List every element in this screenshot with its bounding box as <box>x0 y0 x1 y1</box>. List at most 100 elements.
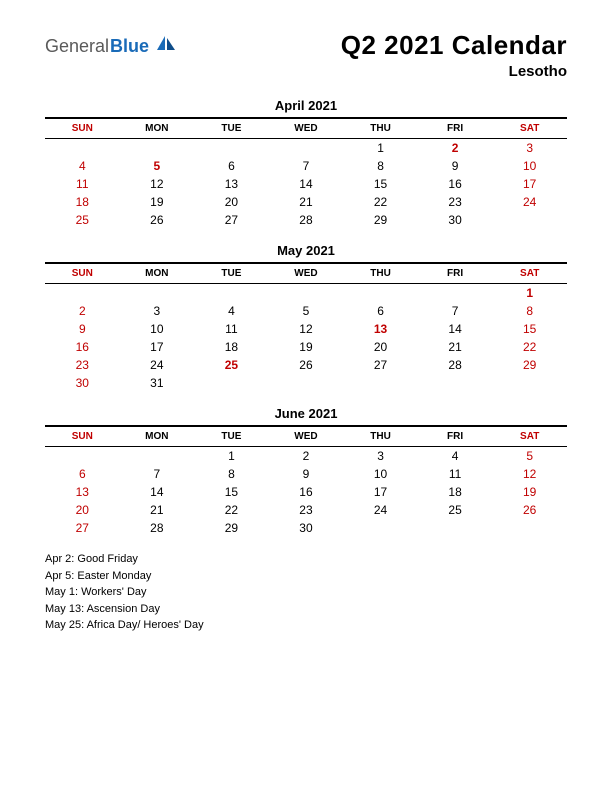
header: GeneralBlue Q2 2021 Calendar Lesotho <box>45 30 567 80</box>
day-cell: 2 <box>45 302 120 320</box>
day-cell: 30 <box>45 374 120 392</box>
day-cell: 26 <box>492 501 567 519</box>
day-cell <box>343 519 418 537</box>
table-row: 23242526272829 <box>45 356 567 374</box>
day-cell <box>343 374 418 392</box>
day-cell: 16 <box>418 175 493 193</box>
day-cell: 11 <box>194 320 269 338</box>
day-cell: 20 <box>343 338 418 356</box>
day-cell: 28 <box>120 519 195 537</box>
day-header: MON <box>120 118 195 139</box>
day-cell: 18 <box>194 338 269 356</box>
day-cell: 14 <box>269 175 344 193</box>
day-cell: 3 <box>343 447 418 466</box>
holiday-entry: May 13: Ascension Day <box>45 601 567 618</box>
day-cell: 16 <box>45 338 120 356</box>
day-cell <box>194 374 269 392</box>
day-cell <box>418 519 493 537</box>
day-cell: 6 <box>343 302 418 320</box>
day-header: TUE <box>194 118 269 139</box>
day-cell: 9 <box>269 465 344 483</box>
day-cell: 28 <box>269 211 344 229</box>
day-cell: 30 <box>418 211 493 229</box>
day-cell: 24 <box>120 356 195 374</box>
day-cell: 8 <box>492 302 567 320</box>
table-row: 123 <box>45 139 567 158</box>
day-header: WED <box>269 426 344 447</box>
day-cell: 23 <box>45 356 120 374</box>
day-cell: 28 <box>418 356 493 374</box>
day-header: THU <box>343 426 418 447</box>
day-cell: 29 <box>343 211 418 229</box>
day-cell: 25 <box>194 356 269 374</box>
day-cell <box>120 284 195 303</box>
day-cell: 18 <box>45 193 120 211</box>
table-row: 2345678 <box>45 302 567 320</box>
table-row: 3031 <box>45 374 567 392</box>
logo-text: GeneralBlue <box>45 36 149 57</box>
table-row: 20212223242526 <box>45 501 567 519</box>
day-cell <box>418 374 493 392</box>
day-cell: 6 <box>194 157 269 175</box>
day-header: THU <box>343 118 418 139</box>
month-section: May 2021SUNMONTUEWEDTHUFRISAT12345678910… <box>45 243 567 392</box>
day-cell: 5 <box>120 157 195 175</box>
table-row: 1 <box>45 284 567 303</box>
holiday-entry: Apr 5: Easter Monday <box>45 568 567 585</box>
day-cell: 10 <box>120 320 195 338</box>
day-cell: 8 <box>194 465 269 483</box>
day-cell <box>492 519 567 537</box>
day-cell: 22 <box>492 338 567 356</box>
table-row: 16171819202122 <box>45 338 567 356</box>
day-cell: 10 <box>492 157 567 175</box>
day-cell: 12 <box>269 320 344 338</box>
day-header: SAT <box>492 263 567 284</box>
month-title: June 2021 <box>45 406 567 421</box>
day-cell: 23 <box>418 193 493 211</box>
day-cell: 27 <box>45 519 120 537</box>
calendars-container: April 2021SUNMONTUEWEDTHUFRISAT123456789… <box>45 98 567 537</box>
month-section: June 2021SUNMONTUEWEDTHUFRISAT1234567891… <box>45 406 567 537</box>
day-cell <box>45 284 120 303</box>
day-cell: 16 <box>269 483 344 501</box>
calendar-table: SUNMONTUEWEDTHUFRISAT1234567891011121314… <box>45 425 567 537</box>
day-cell <box>120 447 195 466</box>
day-cell: 7 <box>120 465 195 483</box>
day-cell: 15 <box>492 320 567 338</box>
month-title: May 2021 <box>45 243 567 258</box>
day-cell: 15 <box>343 175 418 193</box>
day-cell: 20 <box>194 193 269 211</box>
day-cell: 7 <box>269 157 344 175</box>
day-cell: 3 <box>492 139 567 158</box>
day-cell <box>269 139 344 158</box>
day-header: SUN <box>45 118 120 139</box>
day-cell <box>194 139 269 158</box>
table-row: 11121314151617 <box>45 175 567 193</box>
day-cell <box>194 284 269 303</box>
day-cell: 4 <box>45 157 120 175</box>
day-cell: 14 <box>418 320 493 338</box>
day-cell: 12 <box>492 465 567 483</box>
day-cell <box>120 139 195 158</box>
day-cell: 13 <box>45 483 120 501</box>
day-cell: 1 <box>492 284 567 303</box>
day-cell: 30 <box>269 519 344 537</box>
day-cell: 26 <box>269 356 344 374</box>
day-cell: 25 <box>418 501 493 519</box>
day-header: MON <box>120 263 195 284</box>
day-cell: 19 <box>492 483 567 501</box>
day-cell: 18 <box>418 483 493 501</box>
day-cell: 31 <box>120 374 195 392</box>
day-header: THU <box>343 263 418 284</box>
day-cell: 13 <box>194 175 269 193</box>
day-cell: 24 <box>492 193 567 211</box>
page-subtitle: Lesotho <box>341 63 567 80</box>
day-cell: 4 <box>418 447 493 466</box>
day-cell: 6 <box>45 465 120 483</box>
day-header: FRI <box>418 263 493 284</box>
day-cell: 20 <box>45 501 120 519</box>
day-header: WED <box>269 118 344 139</box>
day-cell <box>418 284 493 303</box>
calendar-table: SUNMONTUEWEDTHUFRISAT1234567891011121314… <box>45 262 567 392</box>
page-title: Q2 2021 Calendar <box>341 30 567 61</box>
